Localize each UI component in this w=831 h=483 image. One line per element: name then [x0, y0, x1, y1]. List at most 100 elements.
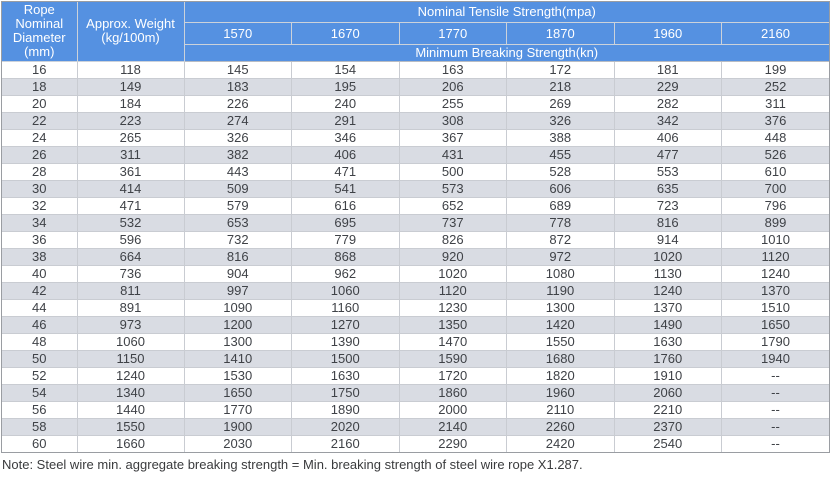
strength-cell: 2420: [506, 435, 615, 452]
breaking-strength-table: Rope Nominal Diameter (mm) Approx. Weigh…: [2, 2, 829, 452]
strength-cell: --: [721, 384, 829, 402]
strength-cell: 695: [291, 214, 400, 232]
tensile-1870-header: 1870: [506, 22, 615, 45]
strength-cell: 199: [721, 61, 829, 79]
diameter-cell: 30: [2, 180, 78, 198]
table-row: 50 1150 1410 1500 1590 1680 1760 1940: [2, 350, 829, 368]
strength-cell: 2290: [399, 435, 507, 452]
weight-cell: 1240: [77, 367, 185, 385]
weight-cell: 414: [77, 180, 185, 198]
table-row: 56 1440 1770 1890 2000 2110 2210 --: [2, 401, 829, 419]
strength-cell: 2020: [291, 418, 400, 436]
weight-cell: 361: [77, 163, 185, 181]
strength-cell: 616: [291, 197, 400, 215]
strength-cell: 723: [614, 197, 722, 215]
diameter-cell: 58: [2, 418, 78, 436]
weight-cell: 118: [77, 61, 185, 79]
strength-cell: 1490: [614, 316, 722, 334]
strength-cell: 1630: [291, 367, 400, 385]
strength-cell: 1120: [399, 282, 507, 300]
table-row: 60 1660 2030 2160 2290 2420 2540 --: [2, 435, 829, 452]
table-row: 46 973 1200 1270 1350 1420 1490 1650: [2, 316, 829, 334]
strength-cell: 1420: [506, 316, 615, 334]
breaking-strength-table-container: Rope Nominal Diameter (mm) Approx. Weigh…: [1, 1, 830, 453]
tensile-strength-group-header: Nominal Tensile Strength(mpa): [184, 2, 829, 23]
strength-cell: 1550: [506, 333, 615, 351]
strength-cell: 367: [399, 129, 507, 147]
weight-cell: 1550: [77, 418, 185, 436]
strength-cell: 1410: [184, 350, 292, 368]
diameter-cell: 46: [2, 316, 78, 334]
strength-cell: 1530: [184, 367, 292, 385]
strength-cell: 2370: [614, 418, 722, 436]
strength-cell: 1500: [291, 350, 400, 368]
strength-cell: 195: [291, 78, 400, 96]
strength-cell: 326: [506, 112, 615, 130]
diameter-cell: 50: [2, 350, 78, 368]
strength-cell: 689: [506, 197, 615, 215]
weight-cell: 736: [77, 265, 185, 283]
strength-cell: 778: [506, 214, 615, 232]
strength-cell: 1960: [506, 384, 615, 402]
strength-cell: 282: [614, 95, 722, 113]
strength-cell: 431: [399, 146, 507, 164]
weight-header-line: Approx. Weight: [86, 16, 175, 32]
strength-cell: 1390: [291, 333, 400, 351]
strength-cell: 255: [399, 95, 507, 113]
diameter-cell: 48: [2, 333, 78, 351]
table-row: 32 471 579 616 652 689 723 796: [2, 197, 829, 215]
strength-cell: 1160: [291, 299, 400, 317]
weight-cell: 1150: [77, 350, 185, 368]
breaking-strength-group-header: Minimum Breaking Strength(kn): [184, 44, 829, 62]
strength-cell: 1090: [184, 299, 292, 317]
header-row-tensile-values: 1570 1670 1770 1870 1960 2160: [2, 22, 829, 45]
strength-cell: 2160: [291, 435, 400, 452]
strength-cell: 700: [721, 180, 829, 198]
strength-cell: --: [721, 435, 829, 452]
tensile-1570-header: 1570: [184, 22, 292, 45]
table-row: 34 532 653 695 737 778 816 899: [2, 214, 829, 232]
weight-cell: 1440: [77, 401, 185, 419]
strength-cell: 1510: [721, 299, 829, 317]
weight-cell: 184: [77, 95, 185, 113]
diameter-cell: 20: [2, 95, 78, 113]
weight-cell: 596: [77, 231, 185, 249]
diameter-header-line: Rope: [23, 2, 55, 18]
strength-cell: 471: [291, 163, 400, 181]
strength-cell: 1060: [291, 282, 400, 300]
footnote: Note: Steel wire min. aggregate breaking…: [2, 456, 583, 472]
strength-cell: 1910: [614, 367, 722, 385]
strength-cell: 181: [614, 61, 722, 79]
tensile-2160-header: 2160: [721, 22, 829, 45]
strength-cell: 1860: [399, 384, 507, 402]
strength-cell: 1470: [399, 333, 507, 351]
strength-cell: 732: [184, 231, 292, 249]
strength-cell: 406: [291, 146, 400, 164]
tensile-1770-header: 1770: [399, 22, 507, 45]
table-row: 58 1550 1900 2020 2140 2260 2370 --: [2, 418, 829, 436]
table-row: 20 184 226 240 255 269 282 311: [2, 95, 829, 113]
weight-cell: 311: [77, 146, 185, 164]
strength-cell: 579: [184, 197, 292, 215]
diameter-cell: 36: [2, 231, 78, 249]
strength-cell: 326: [184, 129, 292, 147]
strength-cell: 388: [506, 129, 615, 147]
strength-cell: 376: [721, 112, 829, 130]
weight-column-header: Approx. Weight (kg/100m): [77, 2, 185, 62]
strength-cell: 652: [399, 197, 507, 215]
table-row: 22 223 274 291 308 326 342 376: [2, 112, 829, 130]
strength-cell: 2540: [614, 435, 722, 452]
diameter-column-header: Rope Nominal Diameter (mm): [2, 2, 78, 62]
diameter-header-line: Nominal: [15, 16, 64, 32]
strength-cell: 1240: [721, 265, 829, 283]
strength-cell: 528: [506, 163, 615, 181]
strength-cell: 826: [399, 231, 507, 249]
tensile-1960-header: 1960: [614, 22, 722, 45]
weight-cell: 664: [77, 248, 185, 266]
strength-cell: 1650: [721, 316, 829, 334]
strength-cell: 872: [506, 231, 615, 249]
diameter-cell: 42: [2, 282, 78, 300]
strength-cell: 1720: [399, 367, 507, 385]
weight-cell: 1660: [77, 435, 185, 452]
strength-cell: 1650: [184, 384, 292, 402]
